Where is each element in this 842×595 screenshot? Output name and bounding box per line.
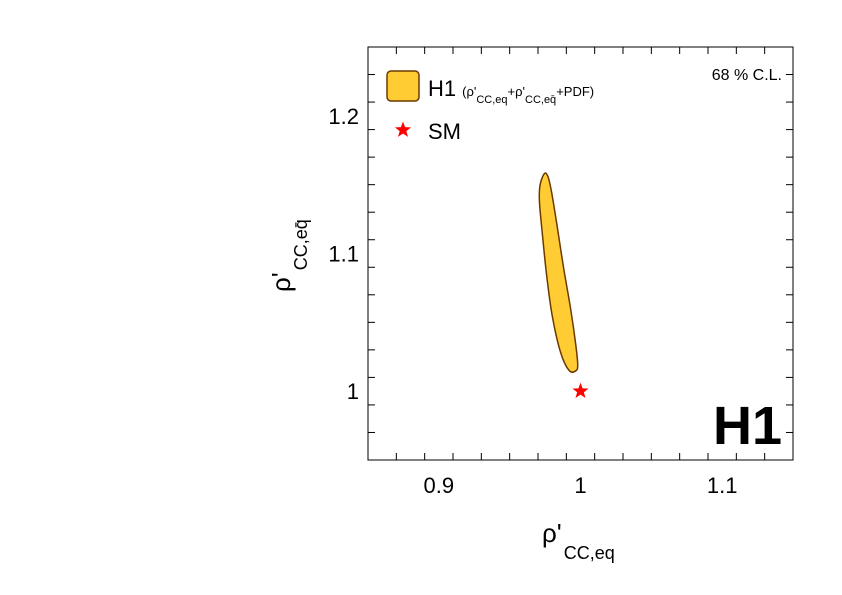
y-tick-label: 1.2 [328,104,359,129]
h1-watermark: H1 [713,396,782,456]
legend-swatch-sm [394,121,412,137]
y-axis-title-main: ρ' [266,272,296,292]
h1-contour [538,172,579,373]
x-tick-label: 0.9 [424,473,455,498]
sm-star-marker [572,382,589,399]
x-tick-label: 1 [574,473,586,498]
legend-swatch-h1 [386,70,420,102]
legend-h1-detail-4: CC,eq̄ [525,94,556,106]
legend-label-h1: H1 (ρ'CC,eq+ρ'CC,eq̄+PDF) [428,76,594,106]
y-axis-title: ρ'CC,eq̄ [266,219,311,292]
y-axis-title-sub: CC,eq̄ [291,219,311,270]
legend-h1-detail-5: +PDF) [556,84,594,99]
x-tick-label: 1.1 [707,473,738,498]
x-axis-title-sub: CC,eq [564,543,615,563]
legend-label-sm: SM [428,119,461,144]
y-tick-label: 1 [347,379,359,404]
x-axis-title-main: ρ' [542,518,562,548]
legend-h1-detail-2: CC,eq [476,94,507,106]
x-axis-title: ρ'CC,eq [542,518,615,563]
legend: H1 (ρ'CC,eq+ρ'CC,eq̄+PDF) SM [386,70,594,144]
y-tick-label: 1.1 [328,242,359,267]
axis-tick-labels: 0.9 1 1.1 1 1.1 1.2 [328,104,737,498]
confidence-level-label: 68 % C.L. [712,67,782,84]
legend-h1-detail-1: (ρ' [462,84,476,99]
legend-h1-detail-3: +ρ' [508,84,525,99]
legend-h1-name: H1 [428,76,456,101]
plot-frame [367,46,794,461]
axis-ticks [367,46,794,461]
